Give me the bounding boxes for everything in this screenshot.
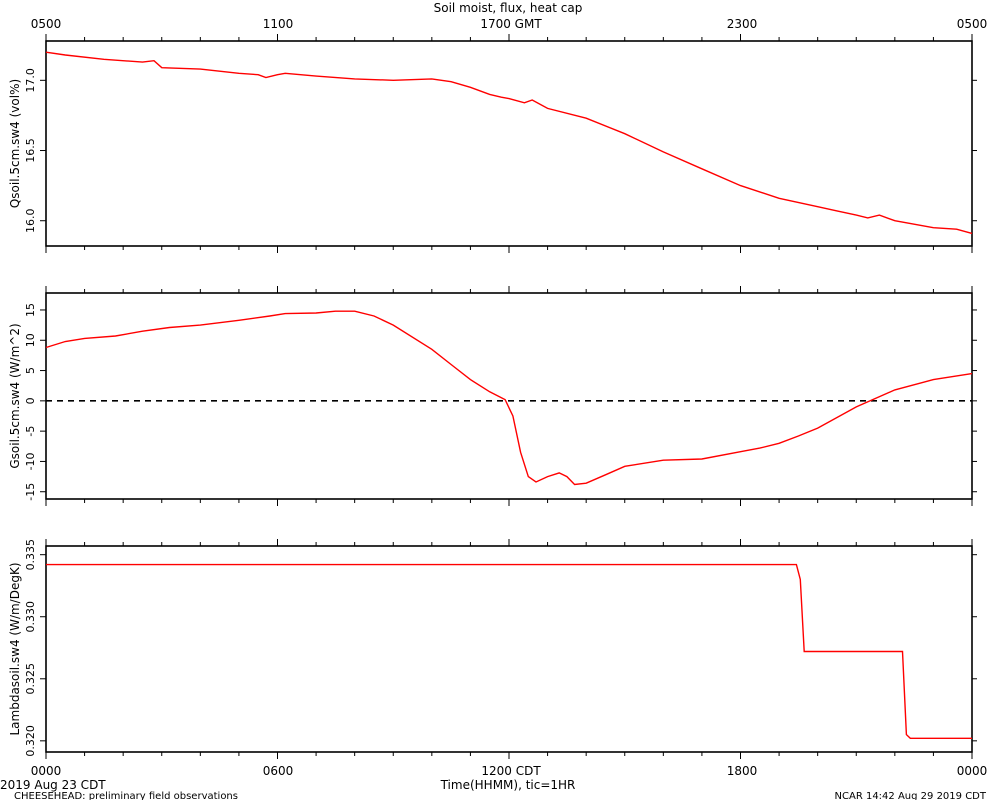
series-line-soil-heat-flux	[45, 310, 973, 486]
y-tick-label: -15	[24, 483, 37, 501]
y-tick-label: 16.5	[24, 138, 37, 163]
chart-title: Soil moist, flux, heat cap	[434, 1, 583, 15]
bottom-axis-label: 0000	[31, 764, 62, 778]
y-axis-title: Qsoil.5cm.sw4 (vol%)	[8, 79, 22, 208]
top-axis-label: 2300	[727, 17, 758, 31]
top-axis-label: 1100	[263, 17, 294, 31]
bottom-axis-label: 1800	[727, 764, 758, 778]
series-line-soil-moisture	[45, 51, 973, 235]
y-tick-label: 10	[24, 333, 37, 347]
y-tick-label: 15	[24, 303, 37, 317]
plot-frame	[45, 545, 973, 753]
plot-frame	[45, 292, 973, 500]
y-tick-label: 16.0	[24, 208, 37, 233]
y-tick-label: -10	[24, 452, 37, 470]
y-tick-label: 17.0	[24, 68, 37, 93]
top-axis-label: 1700 GMT	[480, 17, 542, 31]
x-axis-title: Time(HHMM), tic=1HR	[440, 778, 576, 792]
bottom-axis-label: 0600	[263, 764, 294, 778]
bottom-axis-label: 1200 CDT	[481, 764, 541, 778]
y-tick-label: 0.320	[24, 725, 37, 757]
top-axis-label: 0500	[957, 17, 988, 31]
y-tick-label: 5	[24, 367, 37, 374]
bottom-axis-label: 0000	[957, 764, 988, 778]
y-tick-label: 0.335	[24, 539, 37, 571]
y-tick-label: -5	[24, 426, 37, 437]
footer-left: CHEESEHEAD: preliminary field observatio…	[14, 791, 238, 800]
y-tick-label: 0.325	[24, 663, 37, 695]
y-tick-label: 0	[24, 397, 37, 404]
y-axis-title: Lambdasoil.sw4 (W/m/DegK)	[8, 562, 22, 735]
date-label: 2019 Aug 23 CDT	[0, 778, 106, 792]
y-axis-title: Gsoil.5cm.sw4 (W/m^2)	[8, 323, 22, 468]
plot-frame	[45, 40, 973, 247]
top-axis-label: 0500	[31, 17, 62, 31]
y-tick-label: 0.330	[24, 601, 37, 633]
series-line-soil-conductivity	[46, 563, 972, 739]
footer-right: NCAR 14:42 Aug 29 2019 CDT	[835, 791, 987, 800]
